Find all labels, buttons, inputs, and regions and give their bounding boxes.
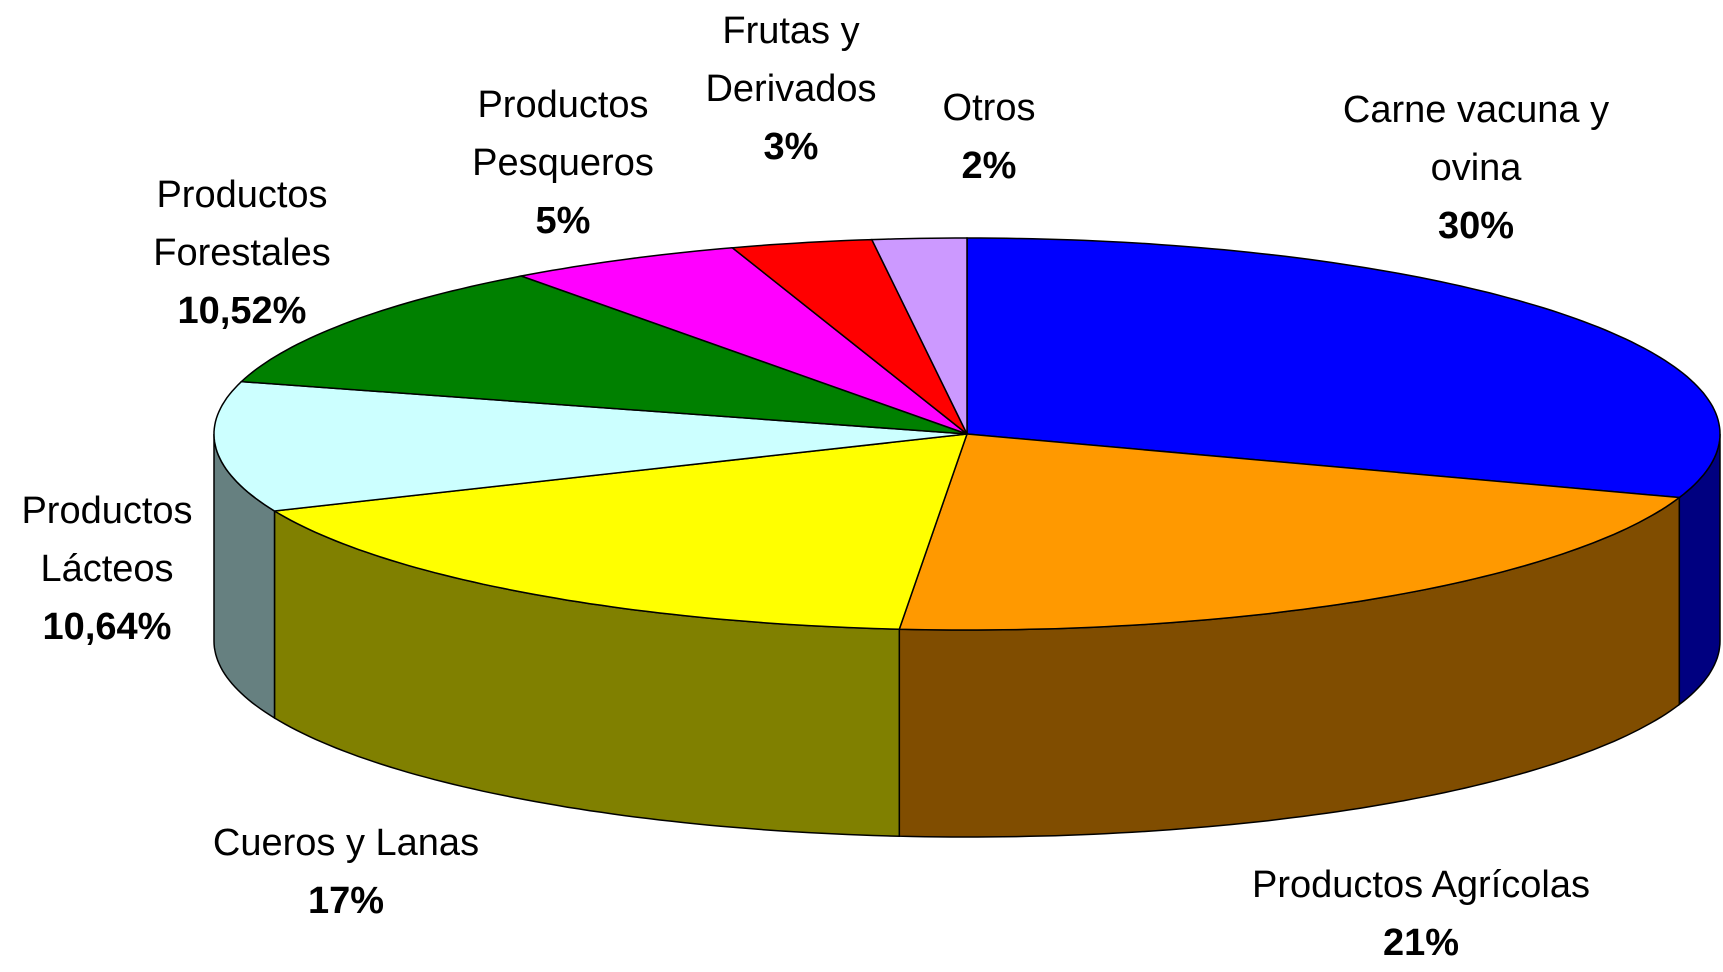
slice-label: Cueros y Lanas 17% <box>136 814 556 930</box>
value-label: 2% <box>961 145 1017 187</box>
slice <box>870 237 968 435</box>
slice-label: Carne vacuna y ovina 30% <box>1316 81 1636 255</box>
category-name: Frutas y Derivados <box>705 10 877 110</box>
category-name: Productos Lácteos <box>21 490 193 590</box>
value-label: 17% <box>307 880 385 922</box>
category-name: Otros <box>942 87 1036 129</box>
slice-label: Productos Forestales 10,52% <box>142 166 342 340</box>
value-label: 21% <box>1382 922 1460 964</box>
slice-label: Productos Pesqueros 5% <box>453 76 673 250</box>
slice-label: Productos Lácteos 10,64% <box>7 482 207 656</box>
slice <box>730 238 968 435</box>
value-label: 10,64% <box>42 606 172 648</box>
value-label: 3% <box>763 126 819 168</box>
slice-label: Otros 2% <box>909 79 1069 195</box>
slice-label: Frutas y Derivados 3% <box>705 2 876 176</box>
slice <box>239 275 968 435</box>
category-name: Productos Forestales <box>153 174 331 274</box>
category-name: Cueros y Lanas <box>212 822 480 864</box>
slice-label: Productos Agrícolas 21% <box>1181 856 1661 972</box>
category-name: Productos Pesqueros <box>472 84 654 184</box>
value-label: 30% <box>1437 205 1515 247</box>
value-label: 10,52% <box>177 290 307 332</box>
slice <box>898 433 1682 631</box>
value-label: 5% <box>535 200 591 242</box>
slice <box>966 237 1721 499</box>
slice <box>272 433 969 630</box>
category-name: Productos Agrícolas <box>1252 864 1590 906</box>
slice <box>213 380 968 512</box>
slice <box>518 247 968 435</box>
category-name: Carne vacuna y ovina <box>1342 89 1610 189</box>
